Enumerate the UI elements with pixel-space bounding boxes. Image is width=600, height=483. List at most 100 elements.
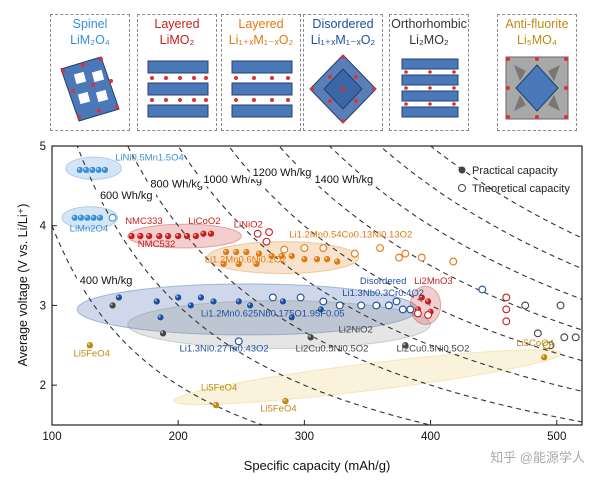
structure-panel-li-rich-layered: Layered Li₁₊ₓM₁₋ₓO₂	[221, 14, 301, 131]
energy-label-bg	[147, 177, 207, 191]
point-highlight	[334, 259, 338, 262]
theoretical-point	[502, 317, 511, 326]
structure-name: Orthorhombic	[391, 17, 467, 31]
practical-point	[101, 166, 109, 174]
theoretical-point	[533, 329, 542, 338]
energy-label-bg	[96, 188, 157, 202]
point-highlight	[201, 231, 204, 234]
point-highlight	[256, 251, 260, 254]
theoretical-point	[253, 229, 262, 238]
point-highlight	[223, 249, 227, 253]
theoretical-point	[268, 293, 277, 302]
point-label: Li1.2Mn0.54Co0.13Ni0.13O2	[289, 230, 412, 241]
point-highlight	[91, 215, 94, 218]
point-highlight	[97, 215, 101, 218]
theoretical-point	[478, 285, 487, 294]
point-label: LiCoO2	[188, 216, 220, 227]
theoretical-point	[406, 305, 415, 314]
theoretical-point	[560, 333, 569, 342]
practical-point	[96, 214, 104, 222]
theoretical-point	[556, 301, 565, 310]
x-tick-label: 100	[42, 431, 61, 443]
structure-panel-spinel: Spinel LiM₂O₄	[50, 14, 130, 131]
point-highlight	[236, 299, 239, 302]
point-highlight	[289, 253, 292, 257]
theoretical-point	[265, 228, 273, 237]
energy-density-label: 1400 Wh/kg	[314, 174, 373, 186]
structure-formula: Li₂MO₂	[409, 33, 449, 47]
point-label: Li2NiO2	[338, 325, 372, 336]
theoretical-point	[384, 301, 393, 310]
crystal-layered-image	[147, 60, 209, 118]
point-highlight	[324, 256, 328, 260]
practical-point	[77, 214, 85, 222]
region-ellipse	[127, 300, 432, 349]
crystal-anti-fluorite-image	[505, 56, 569, 120]
region-ellipse	[172, 349, 563, 406]
practical-point	[187, 301, 195, 310]
energy-density-line	[76, 146, 433, 425]
point-highlight	[116, 295, 120, 298]
practical-point	[424, 297, 432, 306]
point-label: LiNiO2	[234, 219, 263, 230]
point-highlight	[283, 398, 286, 402]
theoretical-point	[502, 293, 511, 302]
structure-name: Disordered	[312, 17, 374, 31]
practical-point	[207, 230, 215, 238]
point-highlight	[269, 253, 272, 257]
structure-formula: Li₁₊ₓM₁₋ₓO₂	[228, 33, 294, 47]
structure-formula: Li₁₊ₓM₁₋ₓO₂	[310, 33, 376, 47]
theoretical-point	[521, 301, 530, 310]
structure-formula: LiMO₂	[159, 33, 195, 47]
energy-density-label: 800 Wh/kg	[150, 178, 203, 190]
theoretical-point	[350, 249, 359, 258]
theoretical-point	[571, 333, 580, 342]
practical-point	[279, 297, 287, 306]
plot-frame	[51, 145, 583, 426]
point-highlight	[138, 233, 141, 237]
point-highlight	[102, 167, 106, 171]
point-highlight	[158, 315, 161, 318]
practical-point	[209, 297, 218, 306]
theoretical-point	[376, 244, 385, 252]
y-tick-label: 2	[40, 380, 46, 392]
theoretical-point	[417, 253, 426, 262]
energy-density-line	[127, 146, 582, 423]
point-highlight	[87, 343, 91, 346]
practical-point	[88, 166, 96, 174]
practical-point	[76, 166, 84, 174]
energy-label-bg	[249, 166, 315, 180]
point-highlight	[221, 261, 224, 265]
energy-label-bg	[311, 173, 377, 187]
theoretical-point	[335, 301, 344, 310]
point-highlight	[280, 299, 284, 302]
point-label: NMC532	[138, 239, 176, 250]
point-highlight	[110, 303, 113, 306]
point-highlight	[165, 233, 169, 237]
practical-point	[108, 301, 117, 310]
structure-panel-disordered: Disordered Li₁₊ₓM₁₋ₓO₂	[303, 14, 383, 131]
theoretical-point	[319, 244, 328, 252]
theoretical-point	[108, 213, 117, 222]
practical-point	[307, 333, 315, 341]
point-highlight	[254, 261, 257, 265]
point-highlight	[425, 299, 429, 302]
practical-point	[323, 255, 331, 263]
point-label: Li5FeO4	[73, 348, 109, 359]
structure-formula: Li₅MO₄	[516, 33, 557, 47]
point-highlight	[279, 253, 282, 257]
point-highlight	[318, 307, 321, 310]
point-highlight	[77, 167, 80, 171]
theoretical-point	[449, 257, 458, 266]
practical-point	[288, 252, 296, 260]
structure-name: Layered	[154, 17, 200, 31]
energy-density-label: 1200 Wh/kg	[253, 167, 312, 179]
point-highlight	[302, 256, 305, 260]
practical-point	[82, 166, 90, 174]
crystal-spinel-image	[60, 56, 120, 122]
practical-point	[90, 214, 98, 222]
structure-panel-orthorhombic: Orthorhombic Li₂MO₂	[389, 14, 469, 131]
point-highlight	[96, 167, 99, 171]
energy-label-bg	[200, 173, 266, 187]
practical-point	[156, 313, 165, 321]
